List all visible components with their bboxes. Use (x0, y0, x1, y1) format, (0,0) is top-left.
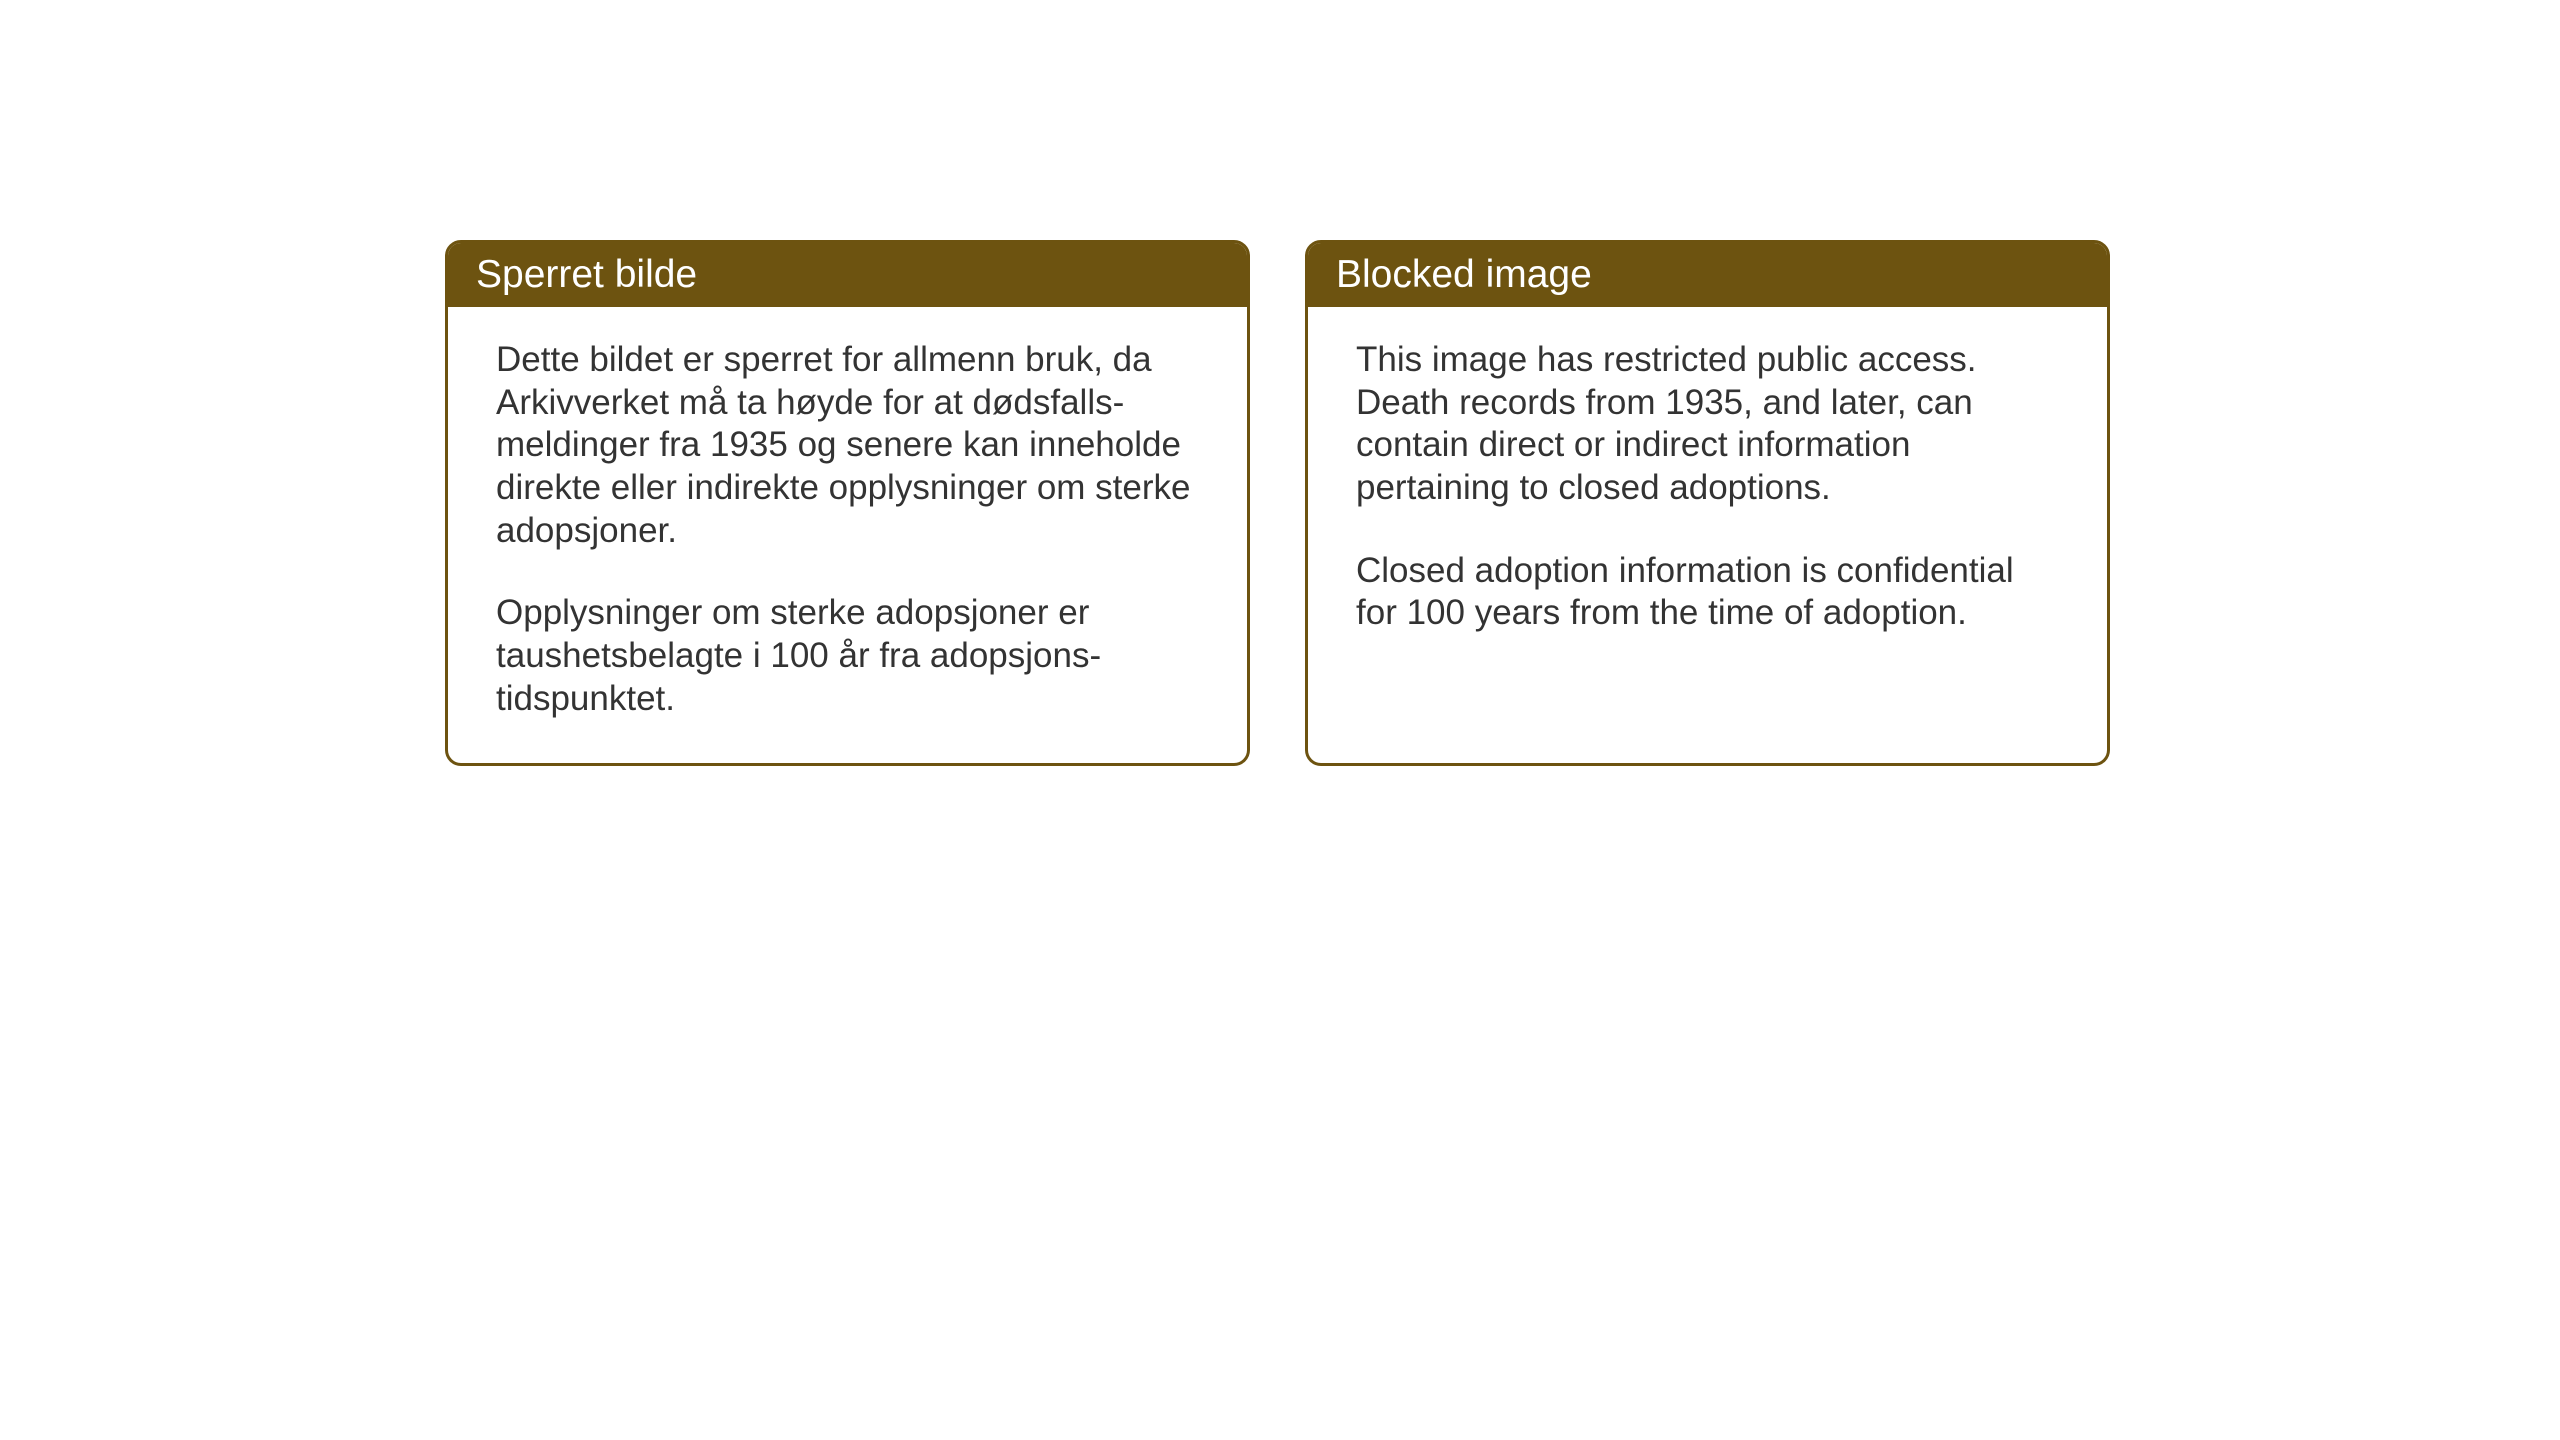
norwegian-card-header: Sperret bilde (448, 243, 1247, 307)
english-card-header: Blocked image (1308, 243, 2107, 307)
english-notice-card: Blocked image This image has restricted … (1305, 240, 2110, 766)
norwegian-paragraph-2: Opplysninger om sterke adopsjoner er tau… (496, 592, 1199, 720)
norwegian-paragraph-1: Dette bildet er sperret for allmenn bruk… (496, 339, 1199, 552)
english-card-title: Blocked image (1336, 253, 1592, 296)
english-paragraph-2: Closed adoption information is confident… (1356, 550, 2059, 635)
norwegian-notice-card: Sperret bilde Dette bildet er sperret fo… (445, 240, 1250, 766)
english-paragraph-1: This image has restricted public access.… (1356, 339, 2059, 510)
norwegian-card-title: Sperret bilde (476, 253, 697, 296)
notice-container: Sperret bilde Dette bildet er sperret fo… (445, 240, 2110, 766)
norwegian-card-body: Dette bildet er sperret for allmenn bruk… (448, 307, 1247, 763)
english-card-body: This image has restricted public access.… (1308, 307, 2107, 677)
